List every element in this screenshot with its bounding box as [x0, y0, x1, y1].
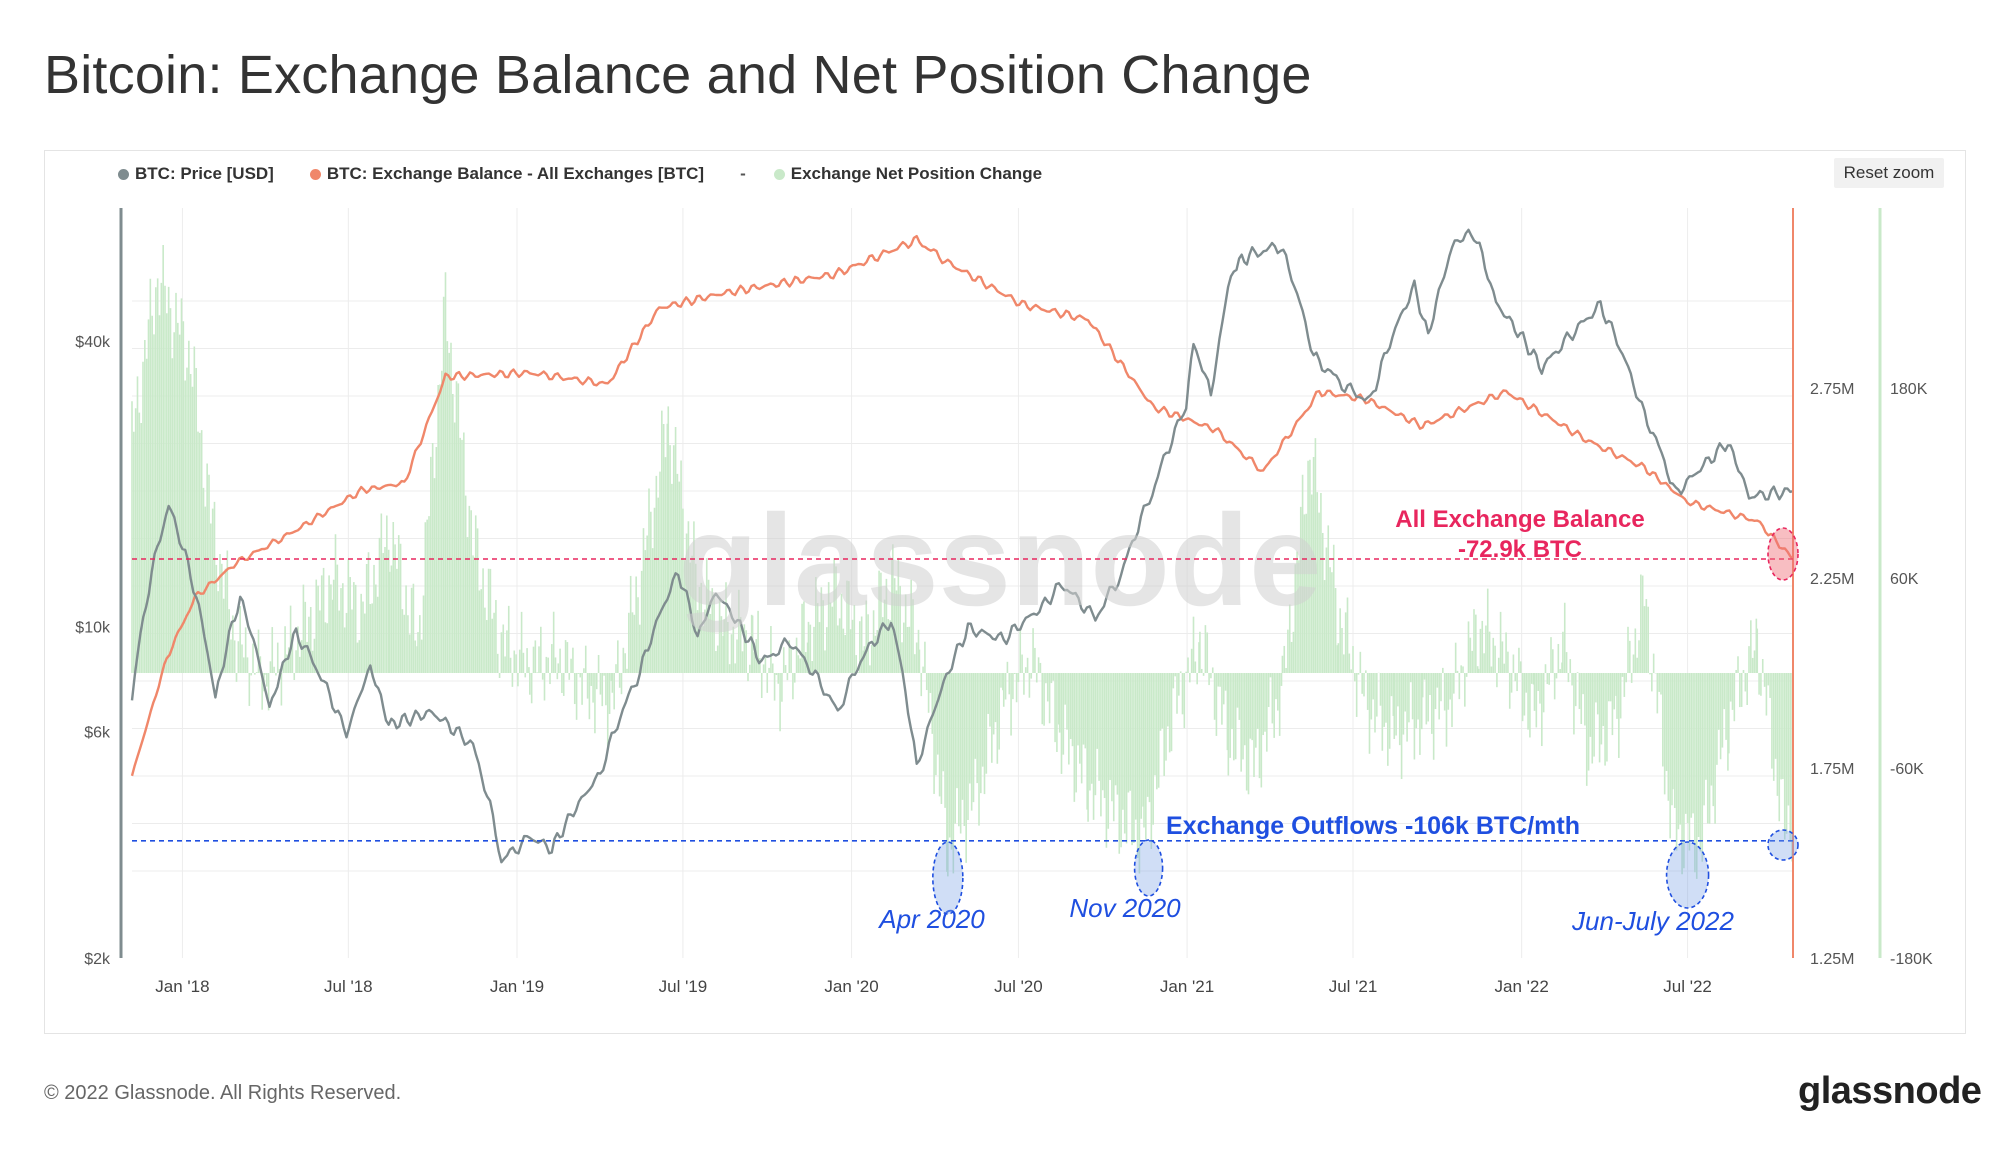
legend-netpos-swatch: [773, 168, 785, 180]
legend-balance-swatch: [309, 168, 321, 180]
legend-item-netpos[interactable]: Exchange Net Position Change: [773, 164, 1043, 184]
legend-separator: -: [740, 164, 746, 183]
footer-logo[interactable]: glassnode: [1798, 1070, 1982, 1112]
legend-item-price[interactable]: BTC: Price [USD]: [118, 164, 274, 184]
chart-frame: [44, 150, 1966, 1034]
chart-legend: BTC: Price [USD] BTC: Exchange Balance -…: [118, 164, 1078, 184]
legend-netpos-label: Exchange Net Position Change: [790, 164, 1043, 183]
reset-zoom-button[interactable]: Reset zoom: [1834, 158, 1944, 188]
legend-item-balance[interactable]: BTC: Exchange Balance - All Exchanges [B…: [309, 164, 705, 184]
legend-price-swatch: [118, 168, 129, 180]
page-title: Bitcoin: Exchange Balance and Net Positi…: [44, 45, 1312, 105]
footer-copyright: © 2022 Glassnode. All Rights Reserved.: [44, 1082, 402, 1104]
legend-price-label: BTC: Price [USD]: [135, 164, 274, 183]
legend-balance-label: BTC: Exchange Balance - All Exchanges [B…: [326, 164, 705, 183]
